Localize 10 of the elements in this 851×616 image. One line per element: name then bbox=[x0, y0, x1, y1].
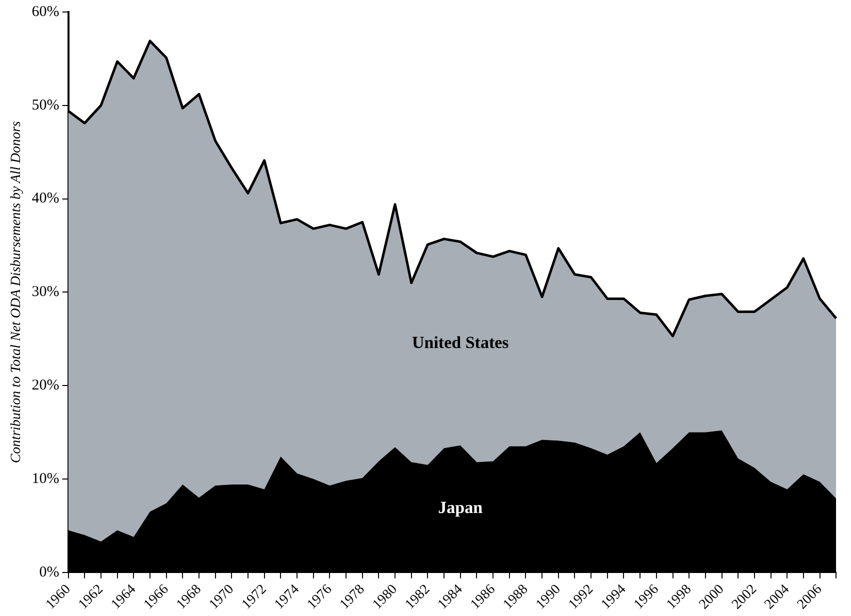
y-tick-label: 0% bbox=[39, 564, 60, 580]
y-axis-title: Contribution to Total Net ODA Disbursements by All Donors bbox=[9, 120, 24, 464]
y-tick-label: 30% bbox=[32, 284, 60, 300]
y-tick-label: 10% bbox=[32, 470, 60, 487]
y-tick-label: 40% bbox=[32, 190, 60, 207]
y-tick-label: 50% bbox=[32, 97, 60, 114]
series-label: Japan bbox=[438, 498, 484, 518]
y-tick-label: 20% bbox=[32, 377, 60, 394]
y-tick-label: 60% bbox=[32, 4, 60, 20]
series-label: United States bbox=[412, 332, 510, 352]
